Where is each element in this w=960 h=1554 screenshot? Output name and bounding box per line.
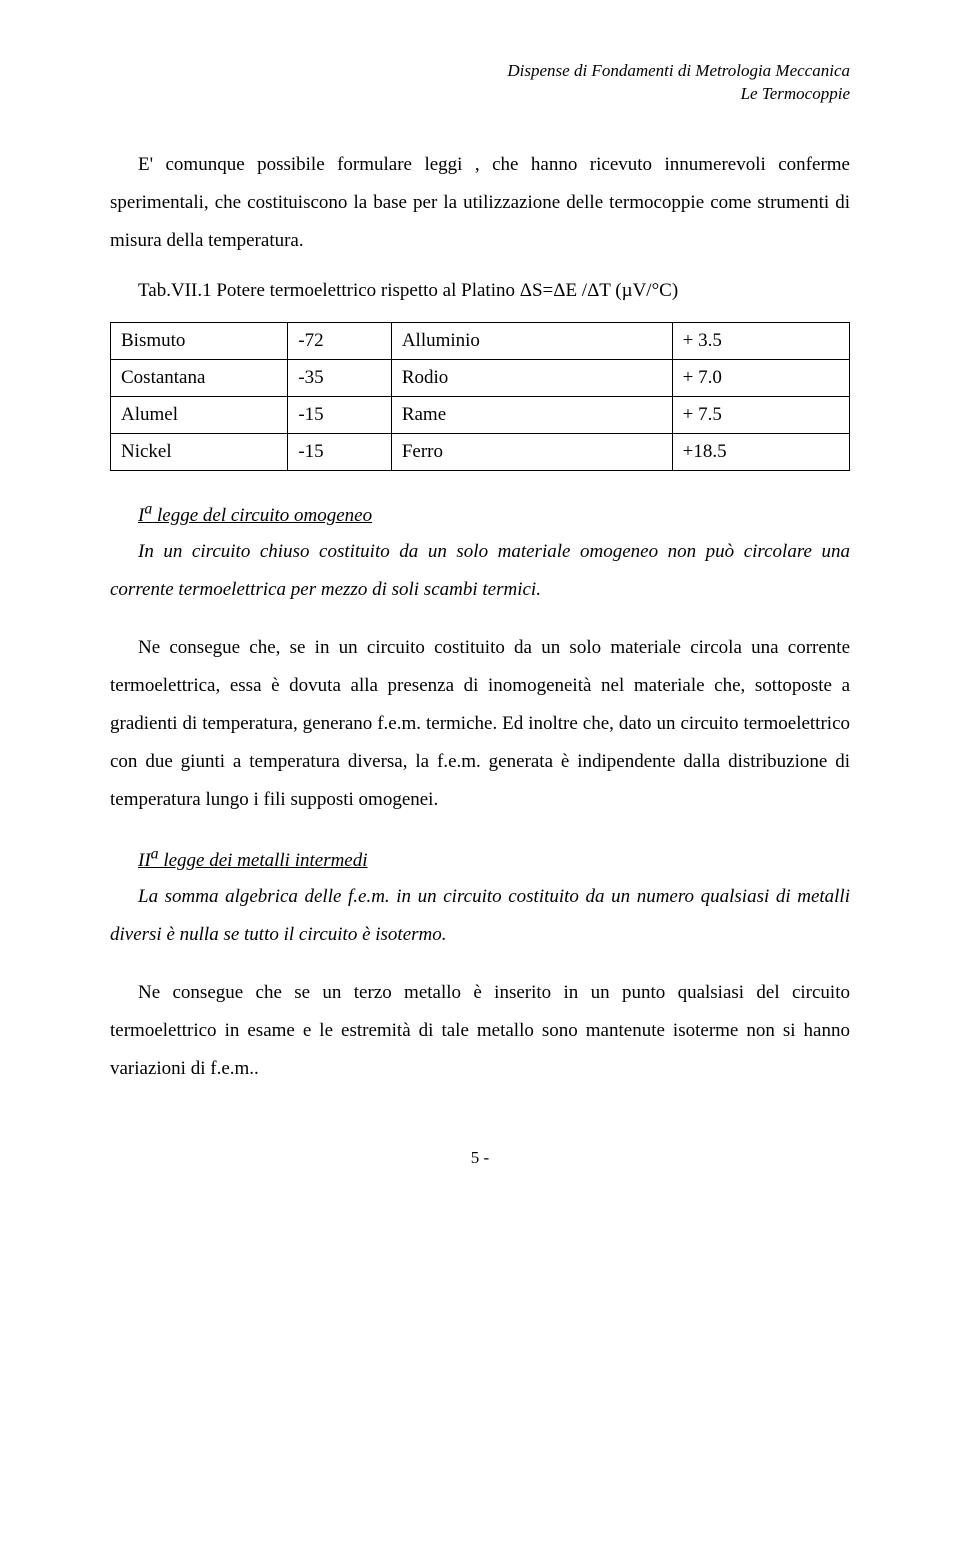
- intro-text: E' comunque possibile formulare leggi , …: [110, 146, 850, 260]
- law1-title-rest: legge del circuito omogeneo: [152, 505, 372, 526]
- law2-sup: a: [151, 845, 159, 862]
- table-cell: +18.5: [672, 433, 849, 470]
- table-cell: + 7.5: [672, 396, 849, 433]
- table-cell: Costantana: [111, 359, 288, 396]
- table-row: Alumel-15Rame+ 7.5: [111, 396, 850, 433]
- table-cell: Alumel: [111, 396, 288, 433]
- table-cell: Nickel: [111, 433, 288, 470]
- table-cell: -35: [288, 359, 391, 396]
- table-caption-text: Tab.VII.1 Potere termoelettrico rispetto…: [110, 280, 678, 302]
- law1-statement: In un circuito chiuso costituito da un s…: [110, 533, 850, 609]
- table-cell: Bismuto: [111, 322, 288, 359]
- header-line-1: Dispense di Fondamenti di Metrologia Mec…: [110, 60, 850, 83]
- table-cell: Alluminio: [391, 322, 672, 359]
- law2-consequence: Ne consegue che se un terzo metallo è in…: [110, 974, 850, 1088]
- table-cell: -15: [288, 433, 391, 470]
- thermoelectric-power-table: Bismuto-72Alluminio+ 3.5Costantana-35Rod…: [110, 322, 850, 471]
- page-number: 5 -: [110, 1148, 850, 1168]
- law2-title: IIa legge dei metalli intermedi: [110, 845, 850, 871]
- table-cell: Ferro: [391, 433, 672, 470]
- law1-consequence: Ne consegue che, se in un circuito costi…: [110, 629, 850, 819]
- law1-title: Ia legge del circuito omogeneo: [110, 501, 850, 527]
- law2-statement: La somma algebrica delle f.e.m. in un ci…: [110, 878, 850, 954]
- law2-prefix: II: [138, 850, 151, 871]
- table-row: Bismuto-72Alluminio+ 3.5: [111, 322, 850, 359]
- law2-statement-text: La somma algebrica delle f.e.m. in un ci…: [110, 878, 850, 954]
- table-caption: Tab.VII.1 Potere termoelettrico rispetto…: [110, 280, 850, 302]
- header-line-2: Le Termocoppie: [110, 83, 850, 106]
- law1-consequence-text: Ne consegue che, se in un circuito costi…: [110, 629, 850, 819]
- law1-statement-text: In un circuito chiuso costituito da un s…: [110, 533, 850, 609]
- table-cell: Rodio: [391, 359, 672, 396]
- table-row: Costantana-35Rodio+ 7.0: [111, 359, 850, 396]
- table-cell: -72: [288, 322, 391, 359]
- table-cell: -15: [288, 396, 391, 433]
- law2-consequence-text: Ne consegue che se un terzo metallo è in…: [110, 974, 850, 1088]
- table-cell: + 3.5: [672, 322, 849, 359]
- table-cell: Rame: [391, 396, 672, 433]
- table-cell: + 7.0: [672, 359, 849, 396]
- running-header: Dispense di Fondamenti di Metrologia Mec…: [110, 60, 850, 106]
- law2-title-rest: legge dei metalli intermedi: [159, 850, 368, 871]
- table-row: Nickel-15Ferro+18.5: [111, 433, 850, 470]
- intro-paragraph: E' comunque possibile formulare leggi , …: [110, 146, 850, 260]
